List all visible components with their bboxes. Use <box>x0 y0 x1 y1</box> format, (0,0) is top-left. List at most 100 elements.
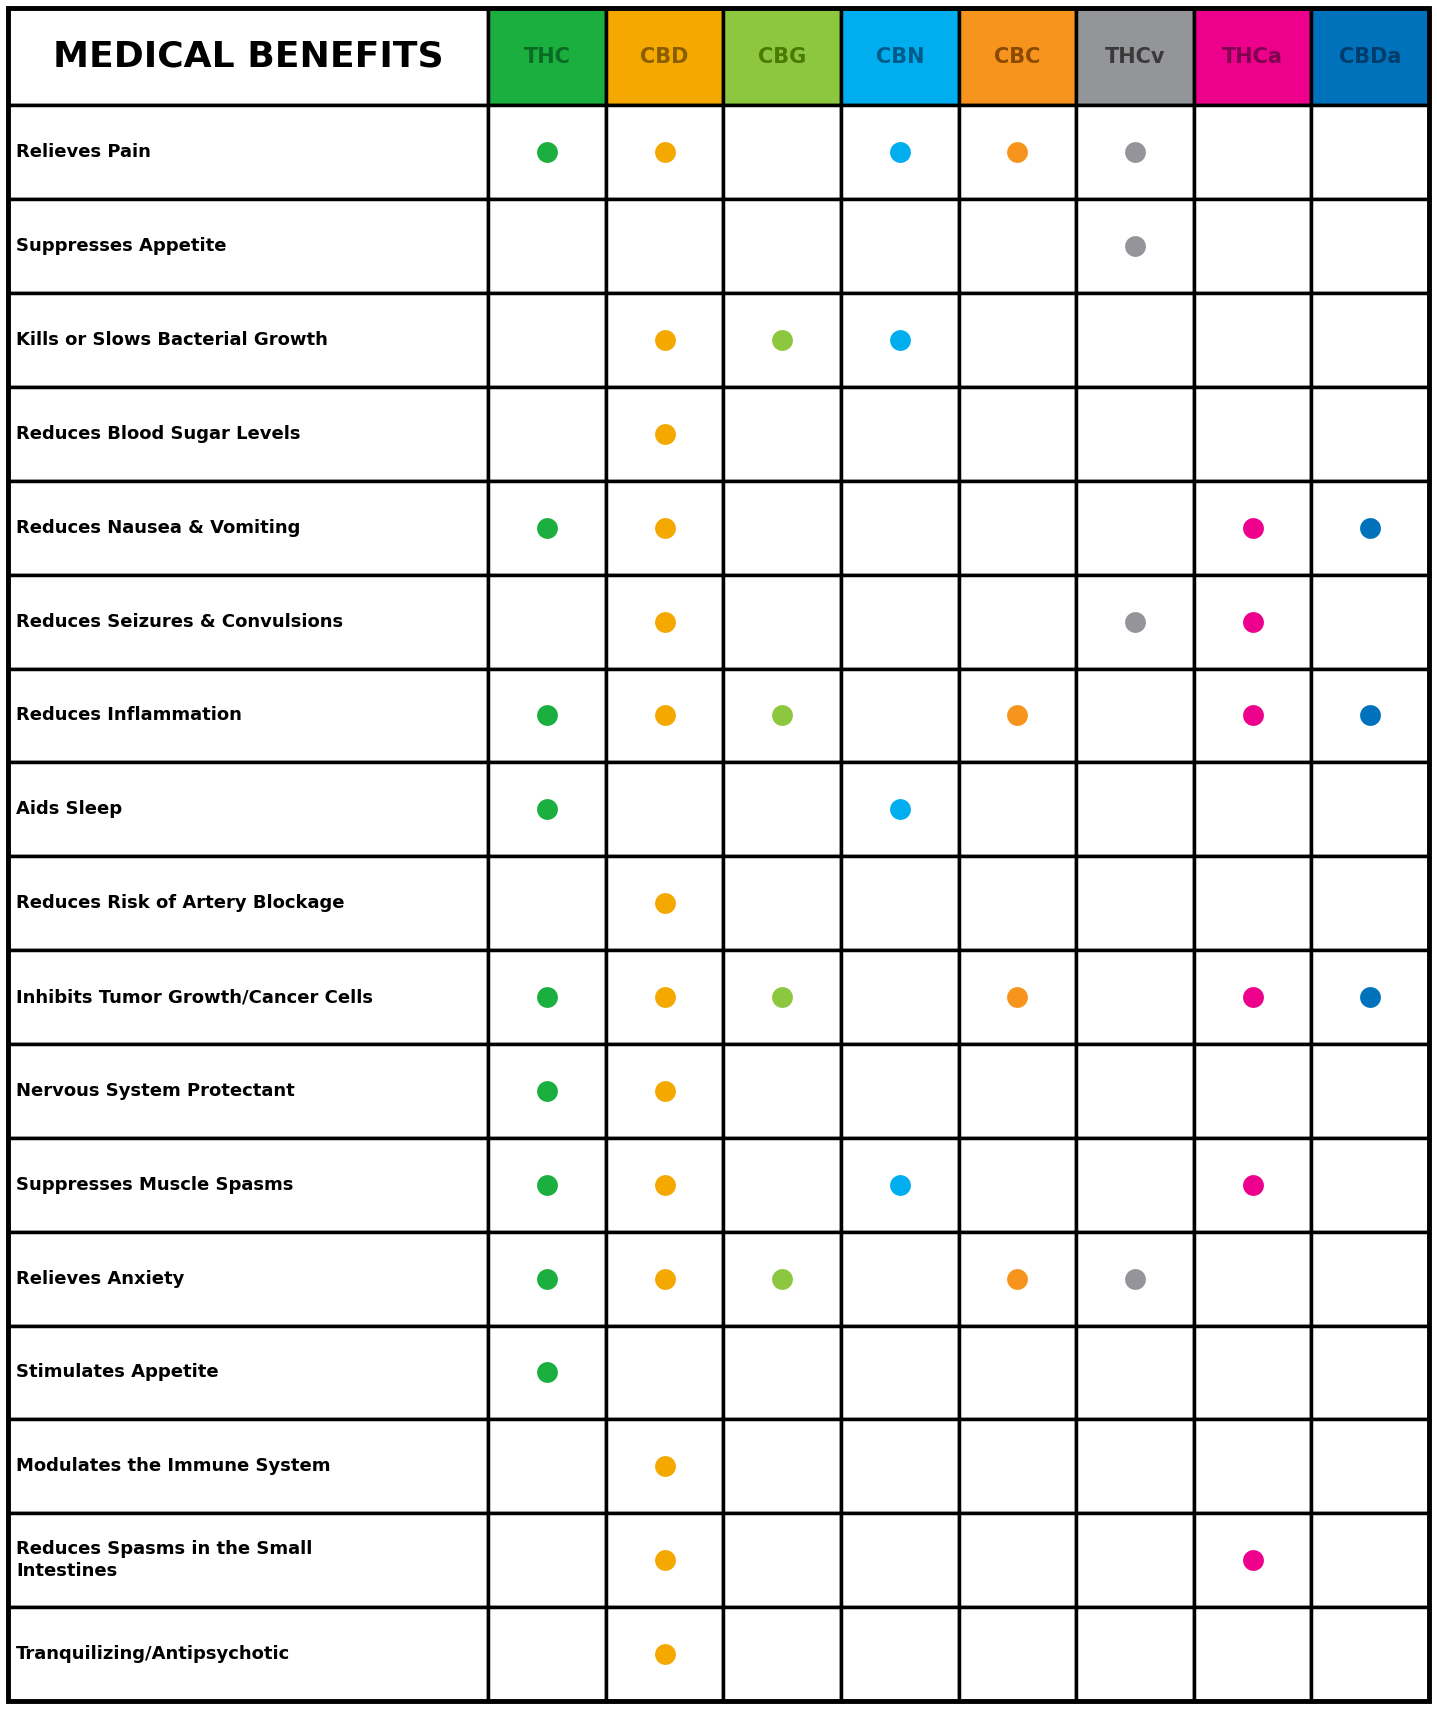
Bar <box>841 762 958 856</box>
Bar <box>841 386 958 480</box>
Bar <box>1312 1138 1428 1232</box>
Text: Suppresses Appetite: Suppresses Appetite <box>16 238 227 255</box>
Bar <box>1194 106 1312 200</box>
Text: Reduces Seizures & Convulsions: Reduces Seizures & Convulsions <box>16 612 343 631</box>
Text: Inhibits Tumor Growth/Cancer Cells: Inhibits Tumor Growth/Cancer Cells <box>16 988 374 1007</box>
Bar <box>1312 1044 1428 1138</box>
Bar <box>606 1512 723 1606</box>
Bar <box>606 1138 723 1232</box>
Bar <box>723 9 841 106</box>
Bar <box>9 200 489 292</box>
Bar <box>958 1420 1076 1512</box>
Text: THC: THC <box>523 46 570 67</box>
Bar <box>1312 668 1428 762</box>
Bar <box>841 1044 958 1138</box>
Bar <box>606 1420 723 1512</box>
Bar <box>9 1326 489 1420</box>
Bar <box>958 1326 1076 1420</box>
Bar <box>606 762 723 856</box>
Bar <box>489 292 606 386</box>
Bar <box>9 1138 489 1232</box>
Bar <box>9 856 489 950</box>
Text: Reduces Risk of Artery Blockage: Reduces Risk of Artery Blockage <box>16 894 345 913</box>
Bar <box>1194 1044 1312 1138</box>
Bar <box>1076 1232 1194 1326</box>
Bar <box>9 1044 489 1138</box>
Bar <box>606 106 723 200</box>
Bar <box>723 762 841 856</box>
Bar <box>1076 200 1194 292</box>
Bar <box>1076 1138 1194 1232</box>
Bar <box>723 1606 841 1700</box>
Bar <box>1312 856 1428 950</box>
Bar <box>606 1606 723 1700</box>
Bar <box>1194 1326 1312 1420</box>
Bar <box>723 1512 841 1606</box>
Bar <box>489 1138 606 1232</box>
Text: Nervous System Protectant: Nervous System Protectant <box>16 1082 295 1101</box>
Bar <box>1076 1044 1194 1138</box>
Text: Relieves Pain: Relieves Pain <box>16 144 151 161</box>
Bar <box>9 1232 489 1326</box>
Bar <box>606 1044 723 1138</box>
Bar <box>1194 856 1312 950</box>
Bar <box>1194 200 1312 292</box>
Bar <box>1194 574 1312 668</box>
Bar <box>1076 292 1194 386</box>
Text: Kills or Slows Bacterial Growth: Kills or Slows Bacterial Growth <box>16 332 328 349</box>
Text: CBC: CBC <box>994 46 1040 67</box>
Bar <box>841 856 958 950</box>
Bar <box>1076 9 1194 106</box>
Bar <box>9 950 489 1044</box>
Bar <box>606 856 723 950</box>
Bar <box>1076 668 1194 762</box>
Text: Tranquilizing/Antipsychotic: Tranquilizing/Antipsychotic <box>16 1646 290 1663</box>
Bar <box>1312 1326 1428 1420</box>
Bar <box>958 1232 1076 1326</box>
Bar <box>1312 1420 1428 1512</box>
Bar <box>1194 9 1312 106</box>
Text: Relieves Anxiety: Relieves Anxiety <box>16 1270 184 1287</box>
Bar <box>606 950 723 1044</box>
Bar <box>1076 1420 1194 1512</box>
Bar <box>489 1606 606 1700</box>
Bar <box>606 668 723 762</box>
Text: CBG: CBG <box>759 46 806 67</box>
Bar <box>958 1512 1076 1606</box>
Bar <box>958 950 1076 1044</box>
Bar <box>841 106 958 200</box>
Bar <box>723 292 841 386</box>
Bar <box>606 292 723 386</box>
Bar <box>723 200 841 292</box>
Bar <box>841 668 958 762</box>
Bar <box>1312 574 1428 668</box>
Bar <box>9 574 489 668</box>
Bar <box>1076 1512 1194 1606</box>
Bar <box>606 480 723 574</box>
Bar <box>841 1138 958 1232</box>
Bar <box>841 292 958 386</box>
Text: CBD: CBD <box>641 46 688 67</box>
Bar <box>723 1326 841 1420</box>
Bar <box>489 1044 606 1138</box>
Bar <box>1194 386 1312 480</box>
Bar <box>1312 950 1428 1044</box>
Bar <box>9 1606 489 1700</box>
Bar <box>9 9 489 106</box>
Bar <box>606 574 723 668</box>
Bar <box>723 386 841 480</box>
Bar <box>841 200 958 292</box>
Bar <box>841 574 958 668</box>
Bar <box>723 106 841 200</box>
Bar <box>958 856 1076 950</box>
Bar <box>1312 1606 1428 1700</box>
Text: THCv: THCv <box>1105 46 1165 67</box>
Bar <box>958 480 1076 574</box>
Bar <box>606 386 723 480</box>
Bar <box>606 1232 723 1326</box>
Bar <box>489 9 606 106</box>
Bar <box>723 1138 841 1232</box>
Bar <box>723 1232 841 1326</box>
Bar <box>606 200 723 292</box>
Bar <box>489 200 606 292</box>
